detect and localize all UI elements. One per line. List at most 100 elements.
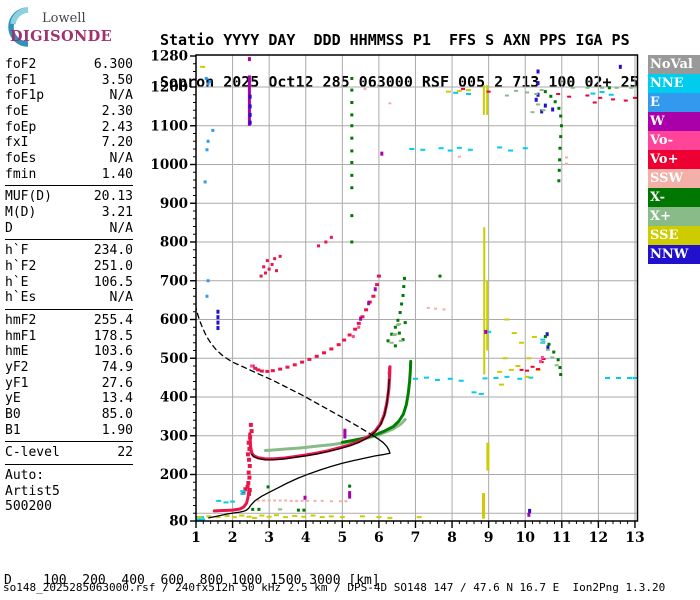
param-label: D bbox=[5, 220, 13, 236]
param-label: MUF(D) bbox=[5, 189, 52, 205]
param-row-yf1: yF1 27.6 bbox=[5, 376, 133, 392]
x-axis-label-2: 2 bbox=[228, 530, 238, 546]
status-line: so148_2025285063000.rsf / 240fx512h 50 k… bbox=[3, 581, 666, 594]
param-value: 1.40 bbox=[101, 166, 133, 182]
panel-divider bbox=[5, 236, 133, 241]
param-value: 13.4 bbox=[101, 391, 133, 407]
y-axis-label-300: 300 bbox=[160, 428, 188, 444]
logo-digisonde-text: DIGISONDE bbox=[10, 28, 112, 45]
param-value: 251.0 bbox=[93, 259, 133, 275]
param-label: fxI bbox=[5, 135, 29, 151]
panel-divider bbox=[5, 438, 133, 443]
param-value: 22 bbox=[117, 445, 133, 461]
legend-item-noval: NoVal bbox=[648, 55, 700, 74]
x-axis-label-12: 12 bbox=[589, 530, 608, 546]
d-muf-table: D 100 200 400 600 800 1000 1500 3000 [km… bbox=[4, 545, 388, 600]
param-label: foF1 bbox=[5, 72, 37, 88]
legend-item-vo: Vo- bbox=[648, 131, 700, 150]
param-value: 255.4 bbox=[93, 313, 133, 329]
x-axis-label-4: 4 bbox=[301, 530, 311, 546]
auto-line: 500200 bbox=[5, 499, 52, 515]
param-value: 74.9 bbox=[101, 360, 133, 376]
auto-line: Auto: bbox=[5, 468, 45, 484]
param-row-hf: h`F 234.0 bbox=[5, 243, 133, 259]
x-axis-label-1: 1 bbox=[191, 530, 201, 546]
y-axis-label-900: 900 bbox=[160, 196, 188, 212]
param-row-fxi: fxI 7.20 bbox=[5, 135, 133, 151]
legend-item-x: X+ bbox=[648, 207, 700, 226]
param-row-md: M(D) 3.21 bbox=[5, 205, 133, 221]
param-value: 27.6 bbox=[101, 375, 133, 391]
d-row: D 100 200 400 600 800 1000 1500 3000 [km… bbox=[4, 573, 380, 588]
param-row-he: h`E 106.5 bbox=[5, 275, 133, 291]
param-row-foes: foEs N/A bbox=[5, 151, 133, 167]
param-label: yF2 bbox=[5, 360, 29, 376]
param-value: N/A bbox=[109, 290, 133, 306]
param-row-hes: h`Es N/A bbox=[5, 290, 133, 306]
param-row-hmf1: hmF1 178.5 bbox=[5, 329, 133, 345]
y-axis-label-500: 500 bbox=[160, 351, 188, 367]
param-row-clevel: C-level 22 bbox=[5, 445, 133, 461]
param-label: foEp bbox=[5, 119, 37, 135]
y-axis-label-800: 800 bbox=[160, 235, 188, 251]
param-row-fof2: foF2 6.300 bbox=[5, 57, 133, 73]
header: Statio YYYY DAY DDD HHMMSS P1 FFS S AXN … bbox=[160, 5, 639, 117]
y-axis-label-1100: 1100 bbox=[150, 118, 188, 134]
param-value: 3.50 bbox=[101, 72, 133, 88]
x-axis-label-3: 3 bbox=[264, 530, 274, 546]
param-label: hmF2 bbox=[5, 313, 37, 329]
param-row-mufd: MUF(D) 20.13 bbox=[5, 189, 133, 205]
param-label: foF2 bbox=[5, 57, 37, 72]
param-value: 1.90 bbox=[101, 422, 133, 438]
param-label: h`F bbox=[5, 243, 29, 259]
panel-divider bbox=[5, 182, 133, 187]
parameters-panel: foF2 6.300 foF1 3.50 foF1p N/A foE 2.30 foEp 2.43… bbox=[5, 57, 133, 515]
param-value: 178.5 bbox=[93, 328, 133, 344]
param-value: 20.13 bbox=[93, 189, 133, 205]
param-row-b0: B0 85.0 bbox=[5, 407, 133, 423]
param-value: N/A bbox=[109, 151, 133, 167]
x-axis-label-8: 8 bbox=[447, 530, 457, 546]
x-axis-label-13: 13 bbox=[625, 530, 644, 546]
param-label: yF1 bbox=[5, 375, 29, 391]
param-row-yf2: yF2 74.9 bbox=[5, 360, 133, 376]
y-axis-label-200: 200 bbox=[160, 467, 188, 483]
y-axis-label-700: 700 bbox=[160, 273, 188, 289]
param-label: h`Es bbox=[5, 290, 37, 306]
param-row-fmin: fmin 1.40 bbox=[5, 167, 133, 183]
param-row-fof1: foF1 3.50 bbox=[5, 73, 133, 89]
auto-line: Artist5 bbox=[5, 483, 60, 499]
param-value: 6.300 bbox=[93, 57, 133, 72]
param-label: hmF1 bbox=[5, 328, 37, 344]
header-line-2: Sopron 2025 Oct12 285 063000 RSF 005 2 7… bbox=[160, 73, 639, 91]
param-row-foe: foE 2.30 bbox=[5, 104, 133, 120]
panel-divider bbox=[5, 306, 133, 311]
param-row-ye: yE 13.4 bbox=[5, 391, 133, 407]
legend-item-nne: NNE bbox=[648, 74, 700, 93]
x-axis-label-7: 7 bbox=[411, 530, 421, 546]
legend-item-sse: SSE bbox=[648, 226, 700, 245]
param-row-b1: B1 1.90 bbox=[5, 423, 133, 439]
param-value: 2.43 bbox=[101, 119, 133, 135]
y-axis-label-1000: 1000 bbox=[150, 157, 188, 173]
param-value: 106.5 bbox=[93, 274, 133, 290]
header-line-1: Statio YYYY DAY DDD HHMMSS P1 FFS S AXN … bbox=[160, 31, 630, 49]
param-row-hme: hmE 103.6 bbox=[5, 344, 133, 360]
param-label: foEs bbox=[5, 151, 37, 167]
y-axis-label-400: 400 bbox=[160, 390, 188, 406]
param-label: C-level bbox=[5, 445, 60, 461]
x-axis-label-9: 9 bbox=[484, 530, 494, 546]
param-label: fmin bbox=[5, 166, 37, 182]
param-value: 103.6 bbox=[93, 344, 133, 360]
legend-item-vo: Vo+ bbox=[648, 150, 700, 169]
logo-crescent-icon: Lowell DIGISONDE bbox=[8, 7, 112, 47]
y-axis-label-80: 80 bbox=[169, 514, 188, 530]
param-label: hmE bbox=[5, 344, 29, 360]
panel-divider bbox=[5, 461, 133, 466]
x-axis-label-6: 6 bbox=[374, 530, 384, 546]
param-row-hmf2: hmF2 255.4 bbox=[5, 313, 133, 329]
param-row-foep: foEp 2.43 bbox=[5, 120, 133, 136]
param-row-d: D N/A bbox=[5, 221, 133, 237]
param-value: 234.0 bbox=[93, 243, 133, 259]
